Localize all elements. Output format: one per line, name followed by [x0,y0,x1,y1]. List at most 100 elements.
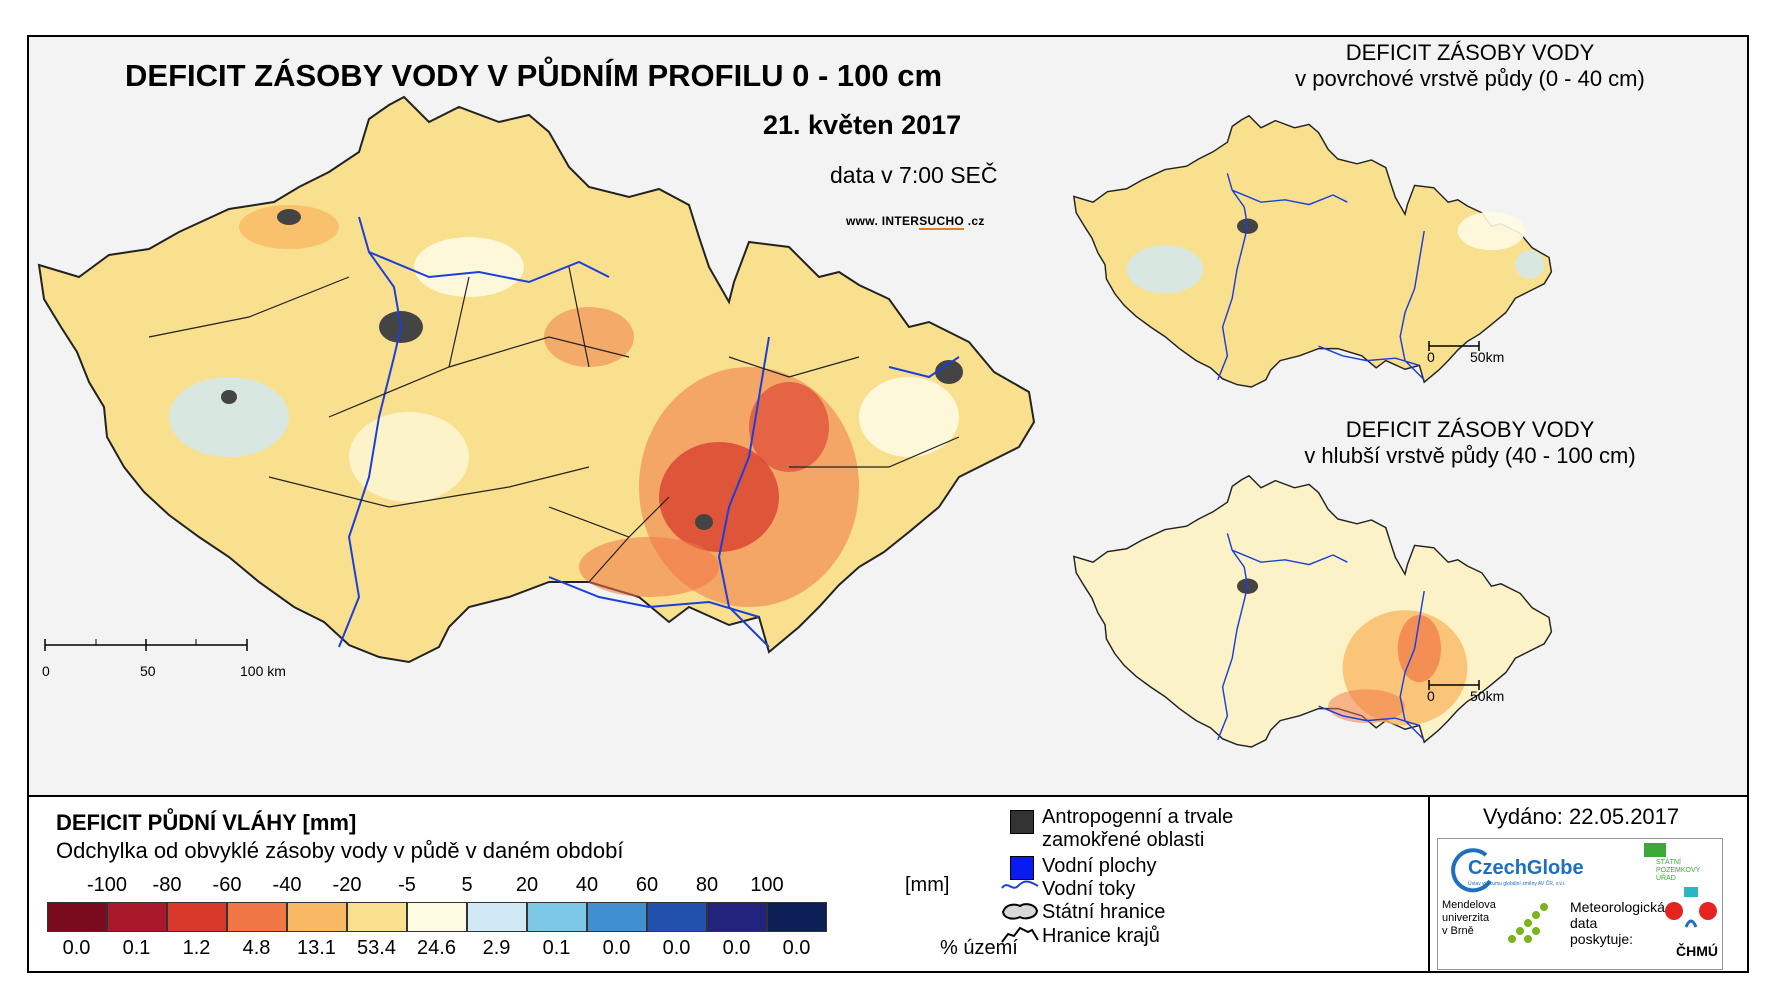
legend-threshold: -100 [86,874,128,896]
region-border-icon [1001,926,1039,943]
city-brno [695,514,713,530]
city-plzen [221,390,237,404]
mendel-line-1: Mendelova [1442,899,1496,911]
issued-date: Vydáno: 22.05.2017 [1483,804,1680,829]
legend-threshold: 100 [750,874,784,896]
chmu-logo-icon [1665,887,1717,928]
legend-percent-label: % území [940,937,1018,959]
city-ostrava [935,360,963,384]
river-odra [888,356,960,379]
spu-logo-icon [1644,843,1666,857]
legend-swatch [407,902,467,932]
legend-threshold: 80 [695,874,719,896]
wet-zone-central [349,412,469,502]
inset-top-scale-50: 50km [1470,349,1505,365]
website-highlight: SUCHO [919,214,965,230]
anthropogenic-label-1: Antropogenní a trvale [1042,806,1234,828]
deficit-zone-east-bohemia [544,307,634,367]
inset-bottom-map [1072,474,1553,748]
inset-bottom-title: DEFICIT ZÁSOBY VODY [1345,417,1595,442]
mendel-line-2: univerzita [1442,912,1490,924]
website-suffix: .cz [964,214,985,228]
water-area-swatch [1010,856,1034,880]
legend-threshold: -80 [152,874,182,896]
region-borders [148,266,960,583]
legend-subtitle: Odchylka od obvyklé zásoby vody v půdě v… [56,838,624,863]
wet-zone-north [414,237,524,297]
inset-top-scale-0: 0 [1427,349,1435,365]
legend-threshold: -40 [272,874,302,896]
deficit-zone-northwest [239,205,339,249]
wet-zone-east [859,377,959,457]
legend-swatch [227,902,287,932]
scale-tick-100: 100 km [240,663,286,679]
legend-swatch [587,902,647,932]
meteo-line-2: data [1570,915,1598,931]
czechglobe-logo-icon [1451,848,1492,893]
state-border-label: Státní hranice [1042,901,1166,923]
legend-swatch [47,902,107,932]
city-north [277,209,301,225]
legend-swatch [647,902,707,932]
legend-title: DEFICIT PŮDNÍ VLÁHY [mm] [56,810,357,835]
main-map [37,95,1036,664]
legend-swatch [167,902,227,932]
legend-swatch [707,902,767,932]
state-border-icon [1001,903,1039,920]
spu-line-2: POZEMKOVÝ [1656,867,1701,874]
czechglobe-logo-subtext: Ústav výzkumu globální změny AV ČR, v.v.… [1468,881,1566,887]
legend-swatch [347,902,407,932]
legend-percent-value: 0.1 [122,937,151,959]
spu-logo-text: STÁTNÍ POZEMKOVÝ ÚŘAD [1656,859,1700,883]
deficit-zone-core [659,442,779,552]
legend-percent-value: 0.0 [722,937,751,959]
chmu-logo-text: ČHMÚ [1676,943,1718,959]
website-link[interactable]: www. INTERSUCHO .cz [846,214,985,230]
legend-percent-value: 53.4 [357,937,396,959]
meteo-provider-text: Meteorologická data poskytuje: [1570,899,1665,947]
legend-percent-value: 1.2 [182,937,211,959]
legend-swatch [107,902,167,932]
mendel-line-3: v Brně [1442,925,1474,937]
inset-top-subtitle: v povrchové vrstvě půdy (0 - 40 cm) [1295,66,1645,91]
map-canvas [37,95,1553,748]
scale-tick-50: 50 [140,663,156,679]
czechglobe-logo-text: CzechGlobe [1468,857,1584,879]
inset-bottom-scale-bar [1428,680,1480,690]
legend-percent-value: 0.1 [542,937,571,959]
inset-bottom-subtitle: v hlubší vrstvě půdy (40 - 100 cm) [1304,443,1636,468]
website-prefix: www. INTER [846,214,920,228]
legend-threshold: -20 [332,874,362,896]
main-time: data v 7:00 SEČ [830,162,998,188]
legend-swatch [467,902,527,932]
legend-percent-value: 24.6 [417,937,456,959]
meteo-line-1: Meteorologická [1570,899,1665,915]
legend-swatch [767,902,827,932]
legend-percent-value: 0.0 [602,937,631,959]
water-areas-label: Vodní plochy [1042,855,1157,877]
inset-top-scale-bar [1428,341,1480,351]
legend-threshold: 5 [461,874,473,896]
spu-line-1: STÁTNÍ [1656,859,1681,866]
main-date: 21. květen 2017 [763,110,962,140]
region-border-label: Hranice krajů [1042,925,1160,947]
legend-percent-value: 0.0 [782,937,811,959]
scale-tick-0: 0 [42,663,50,679]
mendel-logo-text: Mendelova univerzita v Brně [1442,899,1496,938]
spu-line-3: ÚŘAD [1656,875,1676,882]
river-vltava [338,216,403,648]
river-labe [368,251,610,284]
legend-threshold: 40 [575,874,599,896]
inset-top-title: DEFICIT ZÁSOBY VODY [1345,40,1595,65]
legend-swatch [287,902,347,932]
legend-percent-value: 0.0 [662,937,691,959]
legend-percent-value: 0.0 [62,937,91,959]
deficit-zone-north [749,382,829,472]
rivers-label: Vodní toky [1042,878,1136,900]
legend-unit: [mm] [905,874,950,896]
mendel-logo-icon [1508,903,1548,943]
deficit-zone-south [579,537,719,597]
legend-threshold: -5 [398,874,416,896]
legend-divider [1428,797,1430,971]
anthropogenic-swatch [1010,810,1034,834]
